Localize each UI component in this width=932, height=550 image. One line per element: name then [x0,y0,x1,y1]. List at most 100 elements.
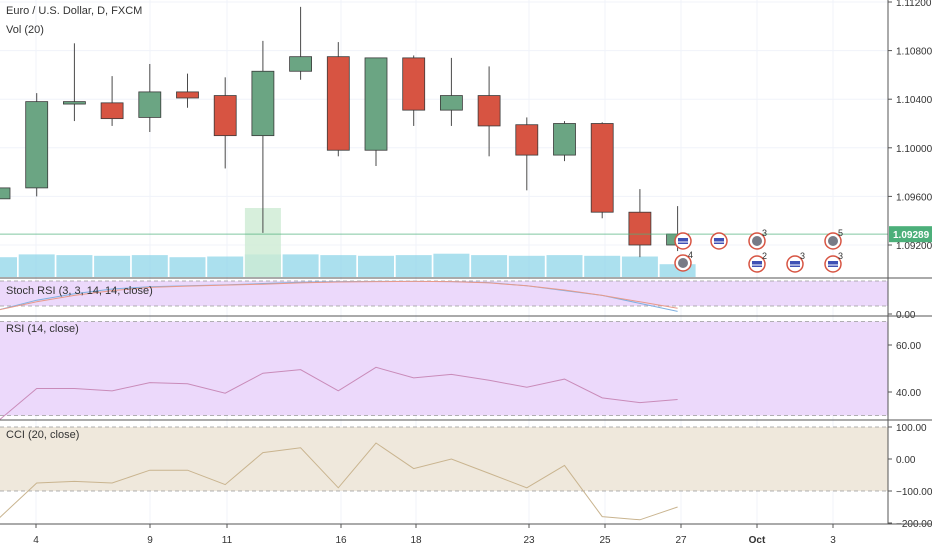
candle-down[interactable] [176,91,199,99]
price-tick-label: 1.09600 [896,192,932,203]
candle-down[interactable] [477,95,501,127]
price-tick-label: 1.10400 [896,95,932,106]
symbol-title[interactable]: Euro / U.S. Dollar, D, FXCM [6,5,143,17]
candle-down[interactable] [628,211,652,246]
volume-bar [508,255,545,277]
volume-bar [0,257,17,277]
cci-line [0,442,678,521]
time-tick-label: 18 [410,535,422,546]
cci-label[interactable]: CCI (20, close) [6,429,80,441]
event-count: 4 [688,250,693,260]
volume-bar [282,254,319,277]
time-tick-label: 23 [523,535,535,546]
price-tick-label: 1.10800 [896,47,932,58]
candle-down[interactable] [590,123,614,213]
flag-icon[interactable]: 2 [748,251,767,273]
rsi-band [0,321,888,416]
candle-up[interactable] [251,70,275,137]
event-count: 3 [838,251,843,261]
rsi-label[interactable]: RSI (14, close) [6,323,79,335]
volume-bars [0,208,696,277]
flag-icon[interactable] [674,232,692,250]
time-tick-label: 25 [599,535,611,546]
rsi-line [0,366,678,421]
candle-down[interactable] [326,56,350,151]
event-count: 2 [762,251,767,261]
candle-up[interactable] [138,91,162,118]
cci-pane[interactable] [0,426,888,521]
flag-canton [714,238,724,244]
rsi-tick-label: 40.00 [896,388,921,399]
candle-down[interactable] [402,57,426,111]
cci-tick-label: −100.00 [896,487,932,498]
event-count: 3 [762,228,767,238]
price-tick-label: 1.10000 [896,144,932,155]
volume-bar [358,255,394,277]
stoch-rsi-pane[interactable] [0,280,888,312]
time-tick-label: 4 [33,535,39,546]
flag-canton [752,261,762,267]
flag-icon[interactable] [710,232,728,250]
stoch-rsi-label[interactable]: Stoch RSI (3, 3, 14, 14, close) [6,285,153,297]
flag-canton [828,261,838,267]
candle-up[interactable] [364,57,388,151]
earnings-dot [752,236,762,246]
flag-icon[interactable]: 3 [824,251,843,273]
candle-up[interactable] [63,101,86,105]
earnings-dot [828,236,838,246]
time-axis[interactable]: 4 9 11 16 18 23 25 27 Oct 3 [0,523,932,546]
volume-bar [169,257,206,277]
price-tick-label: 1.09200 [896,241,932,252]
cci-tick-label: 100.00 [896,423,927,434]
volume-bar [131,255,168,277]
volume-bar [546,255,583,277]
time-tick-label: 27 [675,535,687,546]
volume-bar [18,254,55,277]
volume-bar [56,255,93,277]
flag-canton [790,261,800,267]
volume-bar [471,255,508,277]
volume-bar [433,253,470,277]
candle-down[interactable] [100,102,124,120]
pane-separators[interactable] [0,277,932,525]
earnings-icon[interactable]: 3 [748,228,767,250]
candle-up[interactable] [439,95,463,111]
time-tick-label: 9 [147,535,153,546]
price-pane[interactable]: 4 3 2 3 5 3 [0,0,888,524]
candle-down[interactable] [213,95,237,137]
cci-tick-label: 0.00 [896,455,916,466]
price-tick-label: 1.11200 [896,0,932,9]
last-price-tag-label: 1.09289 [893,230,930,241]
candle-up[interactable] [553,123,576,156]
volume-bar [94,255,131,277]
volume-bar [207,256,244,277]
volume-bar [621,256,658,277]
candle-up[interactable] [25,101,49,189]
rsi-tick-label: 60.00 [896,341,921,352]
flag-canton [678,238,688,244]
candlesticks[interactable] [0,6,689,258]
stoch-d-line [0,280,678,311]
last-price-tag[interactable] [889,226,932,243]
stoch-band [0,281,888,306]
rsi-pane[interactable] [0,321,888,421]
cci-band [0,427,888,491]
candle-up[interactable] [289,56,313,72]
flag-icon[interactable]: 3 [786,251,805,273]
volume-indicator-label[interactable]: Vol (20) [6,24,44,36]
candle-up[interactable] [0,187,11,200]
earnings-icon[interactable]: 5 [824,228,843,250]
volume-bar [584,255,621,277]
earnings-dot [678,258,688,268]
event-count: 3 [800,251,805,261]
volume-bar [395,255,432,277]
candle-down[interactable] [515,124,539,156]
event-markers[interactable]: 4 3 2 3 5 3 [674,228,843,273]
event-count: 5 [838,228,843,238]
time-tick-label: 3 [830,535,836,546]
earnings-icon[interactable]: 4 [674,250,693,272]
price-scale[interactable]: 1.11200 1.10800 1.10400 1.10000 1.09600 1.092… [887,0,932,530]
volume-bar [320,255,357,277]
time-tick-label: 16 [335,535,347,546]
